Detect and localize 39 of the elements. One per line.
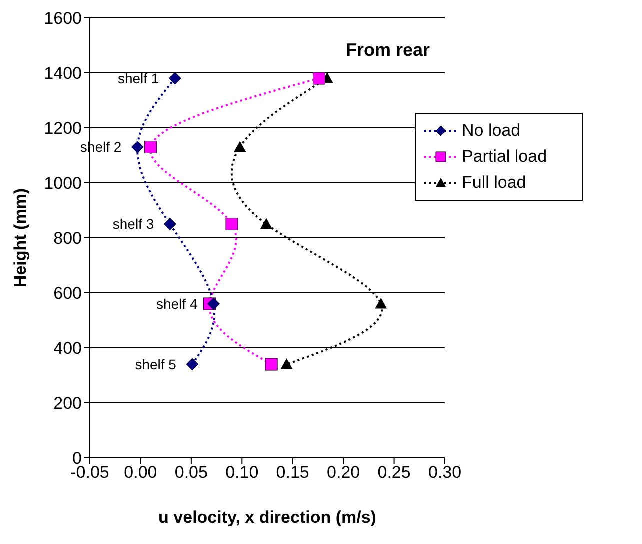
y-tick-label: 800 xyxy=(54,229,82,248)
y-tick-label: 1200 xyxy=(44,119,82,138)
y-tick-label: 1400 xyxy=(44,64,82,84)
legend-label: Full load xyxy=(462,172,526,194)
annotation: shelf 3 xyxy=(112,216,154,232)
text: From rear xyxy=(344,40,432,61)
x-tick-label: 0.30 xyxy=(428,463,462,482)
point xyxy=(234,141,246,152)
point xyxy=(186,358,199,371)
x-tick-label: 0.05 xyxy=(174,463,208,482)
point xyxy=(226,218,238,230)
annotation: shelf 5 xyxy=(135,356,177,372)
point xyxy=(280,358,293,370)
point xyxy=(168,72,182,85)
annotation: shelf 4 xyxy=(156,296,198,312)
y-tick-label: 1600 xyxy=(44,9,82,28)
x-tick-label: 0.15 xyxy=(276,463,310,482)
point xyxy=(375,298,388,309)
y-axis-title: Height (mm) xyxy=(11,188,30,288)
y-tick-label: 1000 xyxy=(44,174,82,194)
x-tick-label: -0.05 xyxy=(70,463,110,482)
point xyxy=(207,298,220,310)
y-tick-label: 600 xyxy=(54,284,82,304)
legend-label: No load xyxy=(462,120,521,142)
legend-label: Partial load xyxy=(462,146,548,168)
point xyxy=(312,72,326,85)
x-tick-label: 0.20 xyxy=(327,463,360,482)
x-tick-label: 0.10 xyxy=(226,463,259,482)
y-tick-label: 400 xyxy=(54,339,82,358)
point xyxy=(131,141,144,154)
x-axis-title: u velocity, x direction (m/s) xyxy=(158,508,376,527)
point xyxy=(265,358,278,371)
point xyxy=(164,218,176,230)
x-tick-label: 0.25 xyxy=(378,463,411,482)
point xyxy=(260,218,272,230)
point xyxy=(144,141,158,154)
annotation: shelf 1 xyxy=(118,70,160,86)
y-tick-label: 200 xyxy=(54,394,82,414)
x-tick-label: 0.00 xyxy=(124,463,158,482)
